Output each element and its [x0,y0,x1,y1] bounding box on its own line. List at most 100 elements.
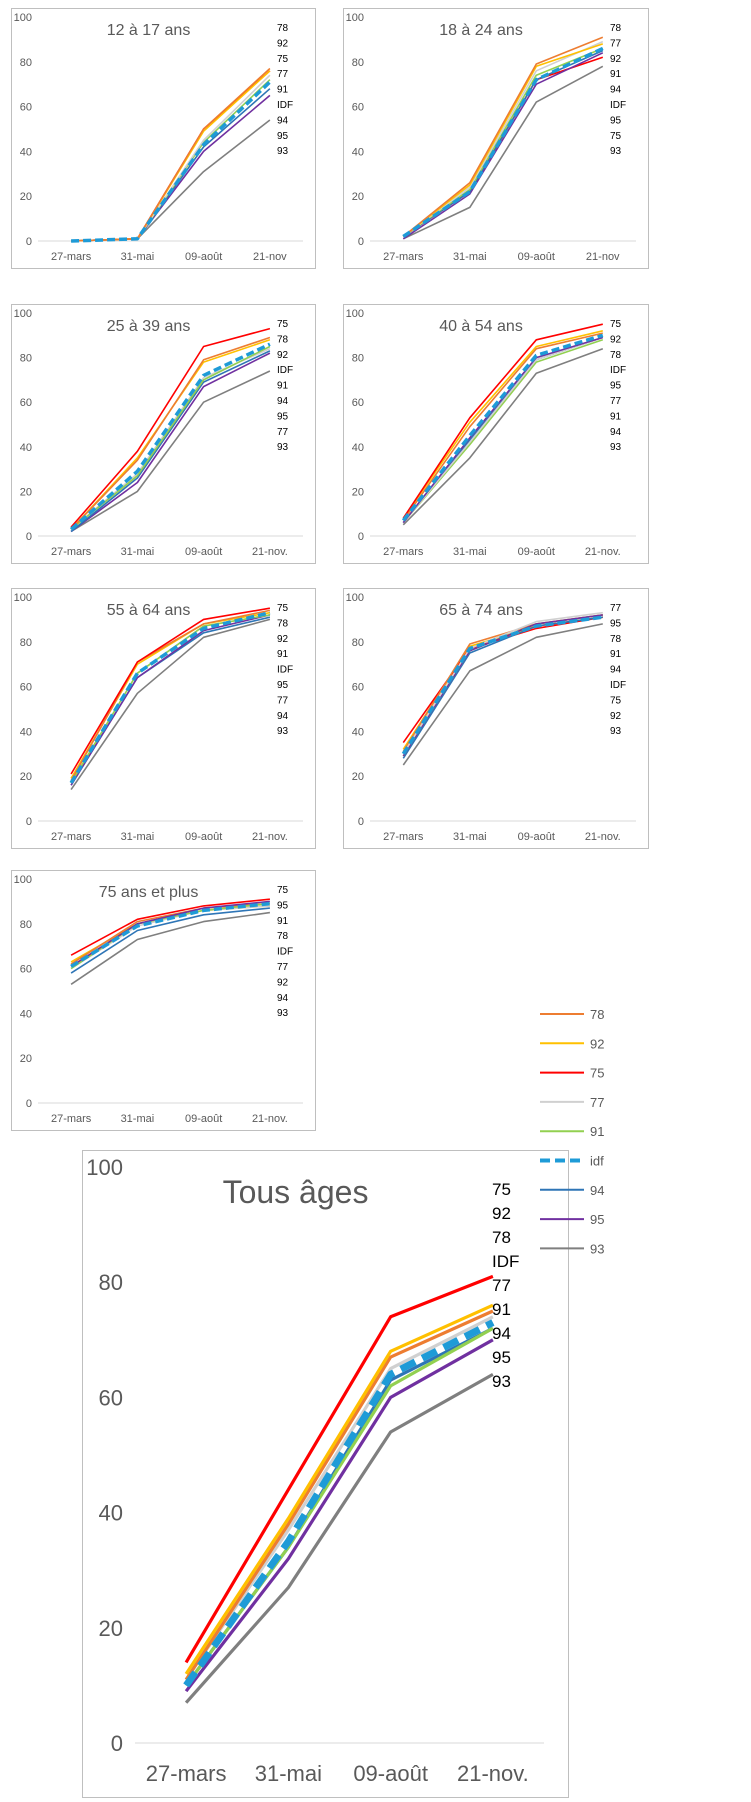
x-tick-label: 31-mai [121,546,155,558]
y-tick-label: 80 [20,353,32,365]
x-tick-label: 09-août [518,546,555,558]
x-tick-label: 27-mars [51,831,92,843]
order-label: 95 [277,131,289,142]
series-line-95 [71,94,271,242]
y-tick-label: 20 [352,486,364,498]
order-label: 93 [492,1372,511,1391]
legend-label-93: 93 [590,1241,604,1256]
order-label: IDF [610,365,626,376]
order-label: 92 [610,54,622,65]
series-line-92 [70,611,271,779]
order-label: 77 [277,69,289,80]
series-line-93 [184,1373,494,1704]
x-tick-label: 31-mai [453,251,487,263]
order-label: 77 [277,962,289,973]
x-tick-label: 09-août [353,1761,428,1786]
series-line-78 [402,332,603,521]
chart-panel-55-64: 0 20 40 60 80 100 27-mars 31-mai 09-août 21-nov. 5… [11,588,316,849]
order-label: 91 [492,1300,511,1319]
chart-title: 75 ans et plus [99,884,199,901]
order-label: 75 [610,695,622,706]
y-tick-label: 40 [352,442,364,454]
y-tick-label: 60 [352,102,364,114]
series-line-77 [402,336,604,524]
chart-title: 18 à 24 ans [439,22,523,39]
order-label: IDF [492,1252,519,1271]
chart-title: 40 à 54 ans [439,318,523,335]
x-tick-label: 27-mars [51,546,92,558]
chart-title: Tous âges [223,1174,369,1210]
order-label: 77 [610,603,622,614]
y-tick-label: 60 [20,964,32,976]
legend-label-78: 78 [590,1007,604,1022]
y-tick-label: 40 [99,1501,123,1526]
series-line-93 [70,618,271,791]
order-label: 93 [610,726,622,737]
order-label: 78 [610,634,622,645]
series-line-77 [402,40,604,238]
order-label: 95 [610,618,622,629]
order-label: 95 [277,411,289,422]
order-label: 77 [610,38,622,49]
y-tick-label: 60 [99,1385,123,1410]
order-label: IDF [277,665,293,676]
chart-title: 65 à 74 ans [439,602,523,619]
chart-svg: 0 20 40 60 80 100 27-mars 31-mai 09-août 21-nov. 5… [14,592,303,843]
series-line-93 [71,119,271,242]
x-tick-label: 21-nov. [252,831,288,843]
order-label: 78 [610,350,622,361]
y-tick-label: 80 [20,57,32,69]
series-line-75 [402,323,603,519]
order-label: IDF [277,100,293,111]
y-tick-label: 20 [20,771,32,783]
y-tick-label: 60 [352,682,364,694]
chart-panel-40-54: 0 20 40 60 80 100 27-mars 31-mai 09-août 21-nov. 4… [343,304,649,564]
order-label: 92 [277,977,289,988]
order-label: 91 [277,381,289,392]
series-line-78 [402,36,604,238]
y-tick-label: 0 [26,236,32,248]
x-tick-label: 31-mai [121,251,155,263]
order-label: 77 [492,1276,511,1295]
series-line-idf [183,1319,495,1688]
x-tick-label: 31-mai [121,1113,155,1125]
series-line-91 [402,47,604,238]
series-line-94 [70,350,271,533]
y-tick-label: 100 [14,592,32,604]
series-line-93 [402,623,603,766]
series-line-77 [71,74,271,242]
order-label: IDF [610,680,626,691]
order-label: 91 [610,69,622,80]
y-tick-label: 20 [20,1053,32,1065]
order-label: 93 [610,442,622,453]
y-tick-label: 20 [20,486,32,498]
order-label: 75 [492,1180,511,1199]
chart-panel-18-24: 0 20 40 60 80 100 27-mars 31-mai 09-août 21-nov 18… [343,8,649,269]
series-line-78 [71,67,271,242]
y-tick-label: 0 [26,531,32,543]
legend-label-75: 75 [590,1066,604,1081]
order-label: IDF [277,365,293,376]
order-label: 95 [277,900,289,911]
order-label: 92 [492,1204,511,1223]
order-label: 91 [610,649,622,660]
series-line-94 [402,49,604,238]
legend-label-91: 91 [590,1124,604,1139]
y-tick-label: 80 [352,353,364,365]
series-line-95 [70,352,271,533]
order-label: 93 [277,726,289,737]
order-label: 92 [277,634,289,645]
y-tick-label: 20 [352,771,364,783]
y-tick-label: 100 [14,874,32,886]
series-line-92 [402,330,603,519]
order-label: 78 [277,23,289,34]
order-label: 75 [277,603,289,614]
order-label: 78 [277,334,289,345]
y-tick-label: 0 [358,236,364,248]
order-label: 94 [277,711,289,722]
order-label: 92 [610,711,622,722]
y-tick-label: 40 [20,146,32,158]
x-tick-label: 27-mars [146,1761,227,1786]
y-tick-label: 100 [346,592,364,604]
legend-label-94: 94 [590,1183,604,1198]
